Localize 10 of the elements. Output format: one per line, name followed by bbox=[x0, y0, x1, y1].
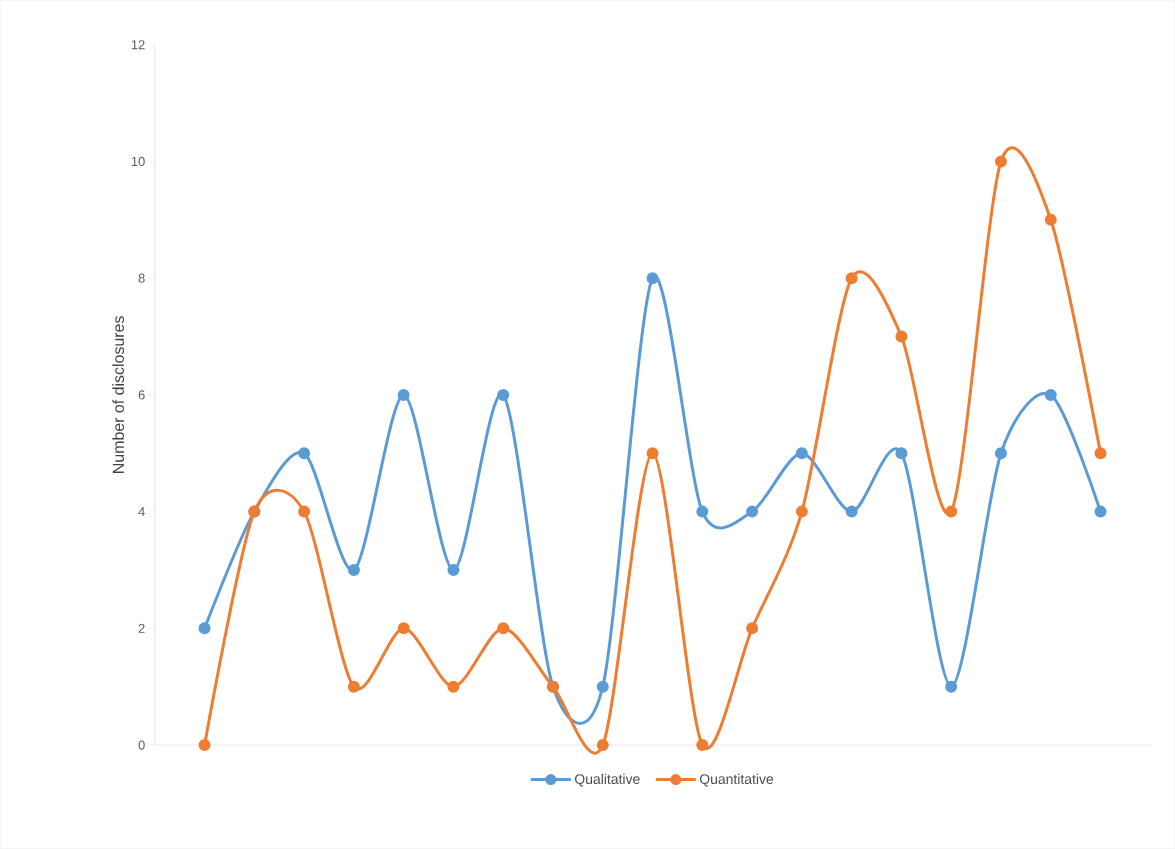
y-tick-label: 2 bbox=[138, 623, 145, 633]
y-tick-label: 12 bbox=[131, 40, 145, 50]
legend-label: Quantitative bbox=[699, 773, 774, 787]
y-tick-label: 8 bbox=[138, 273, 145, 283]
y-tick-label: 0 bbox=[138, 740, 145, 750]
y-tick-label: 6 bbox=[138, 390, 145, 400]
legend-label: Qualitative bbox=[575, 773, 640, 787]
y-axis-title: Number of disclosures bbox=[112, 316, 124, 473]
y-tick-label: 4 bbox=[138, 507, 145, 517]
y-tick-label: 10 bbox=[131, 156, 145, 167]
